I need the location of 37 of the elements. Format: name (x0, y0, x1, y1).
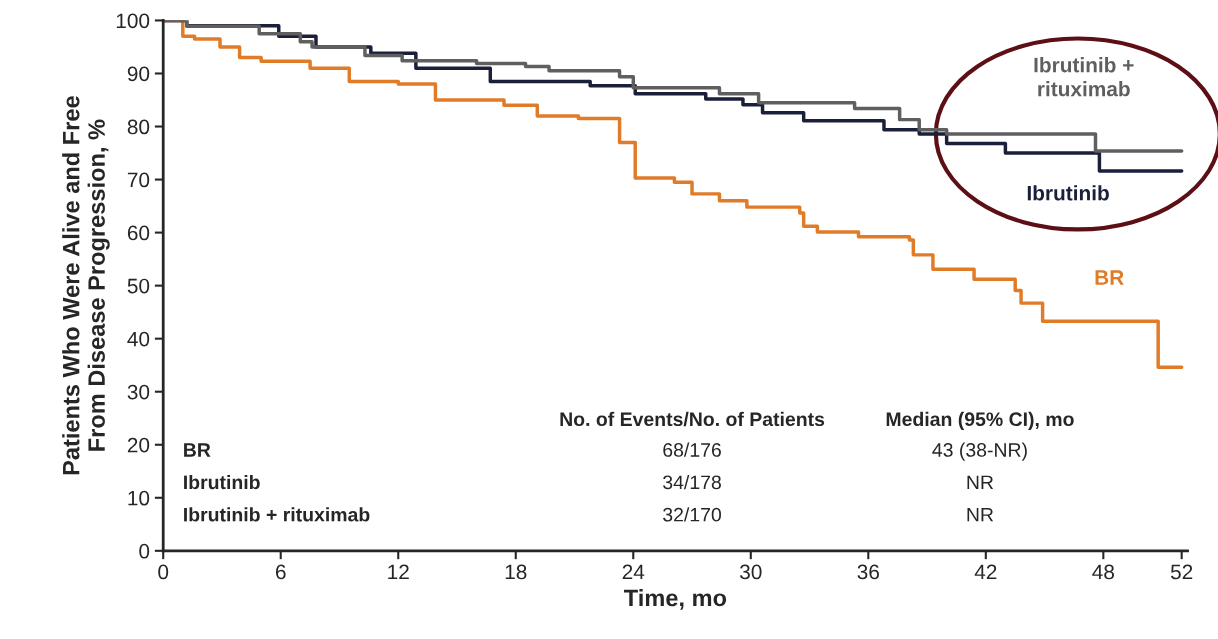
series-label: Ibrutinib + rituximab (1034, 57, 1134, 97)
x-tick-label: 52 (1170, 564, 1193, 580)
y-tick-label: 0 (139, 543, 150, 559)
y-tick-label: 30 (127, 384, 150, 400)
x-tick-label: 6 (275, 564, 286, 580)
x-tick-label: 18 (505, 564, 527, 580)
x-tick-label: 24 (622, 564, 645, 580)
y-tick-label: 80 (127, 119, 150, 135)
annotation: BR (184, 443, 211, 457)
x-tick-label: 12 (388, 564, 409, 580)
y-tick-label: 70 (127, 172, 150, 188)
annotation: Median (95% CI), mo (886, 411, 1074, 430)
x-tick-label: 48 (1092, 564, 1115, 580)
annotation: No. of Events/No. of Patients (560, 411, 825, 427)
x-tick-label: 0 (158, 564, 169, 580)
annotation: 43 (38-NR) (932, 442, 1027, 461)
annotation: NR (967, 508, 994, 522)
x-tick-label: 36 (857, 564, 879, 580)
x-tick-label: 42 (974, 564, 997, 580)
y-tick-label: 10 (128, 490, 150, 506)
y-tick-label: 40 (127, 331, 150, 347)
series-label: Ibrutinib (1027, 185, 1109, 201)
y-axis-title: Patients Who Were Alive and Free From Disease Progression, % (62, 96, 110, 475)
annotation: Ibrutinib (184, 474, 260, 490)
series-label: BR (1095, 270, 1124, 285)
annotation: 32/170 (663, 507, 722, 522)
annotation: Ibrutinib + rituximab (184, 507, 370, 522)
y-tick-label: 20 (127, 437, 150, 453)
y-tick-label: 60 (127, 225, 150, 241)
annotation: 34/178 (663, 474, 721, 490)
y-tick-label: 100 (116, 13, 150, 29)
y-tick-label: 50 (127, 278, 150, 294)
annotation: 68/176 (663, 442, 721, 457)
x-tick-label: 30 (740, 564, 762, 580)
x-axis-title: Time, mo (624, 588, 727, 610)
annotation: NR (967, 475, 994, 490)
y-tick-label: 90 (127, 66, 150, 82)
